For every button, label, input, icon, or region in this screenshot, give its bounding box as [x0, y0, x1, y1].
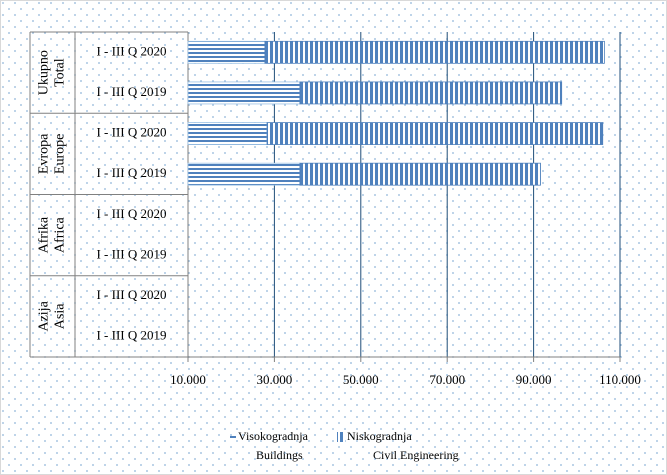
legend-label: Visokogradnja: [238, 429, 309, 443]
y-tick-label: I - III Q 2019: [96, 246, 166, 261]
x-tick-label: 10.000: [170, 372, 206, 387]
group-label: Azija: [37, 300, 52, 331]
group-label: Ukupno: [37, 50, 52, 95]
bar-segment: [187, 162, 301, 186]
y-tick-label: I - III Q 2019: [96, 84, 166, 99]
bar-segment: [187, 81, 301, 105]
group-label: Asia: [53, 303, 68, 329]
x-tick-label: 30.000: [257, 372, 293, 387]
x-tick-label: 50.000: [343, 372, 379, 387]
y-tick-label: I - III Q 2020: [96, 206, 166, 221]
x-tick-label: 110.000: [599, 372, 641, 387]
bar-segment: [187, 122, 268, 145]
group-label: Total: [53, 58, 68, 87]
bar-segment: [266, 122, 604, 145]
bar-segment: [187, 40, 266, 64]
group-label: Europe: [53, 134, 68, 174]
group-label: Africa: [53, 216, 68, 253]
y-tick-label: I - III Q 2020: [96, 43, 166, 58]
legend-label: Buildings: [256, 448, 303, 462]
legend-swatch: [337, 432, 345, 442]
legend-label: Civil Engineering: [373, 448, 459, 462]
y-tick-label: I - III Q 2020: [96, 125, 166, 140]
group-label: Afrika: [37, 216, 52, 253]
bar-segment: [299, 162, 541, 186]
y-tick-label: I - III Q 2020: [96, 287, 166, 302]
x-tick-label: 70.000: [429, 372, 465, 387]
x-tick-label: 90.000: [516, 372, 552, 387]
y-tick-label: I - III Q 2019: [96, 165, 166, 180]
y-tick-label: I - III Q 2019: [96, 328, 166, 343]
bar-segment: [299, 81, 563, 105]
bar-segment: [264, 40, 605, 64]
legend-label: Niskogradnja: [347, 429, 412, 443]
group-label: Evropa: [37, 133, 52, 174]
